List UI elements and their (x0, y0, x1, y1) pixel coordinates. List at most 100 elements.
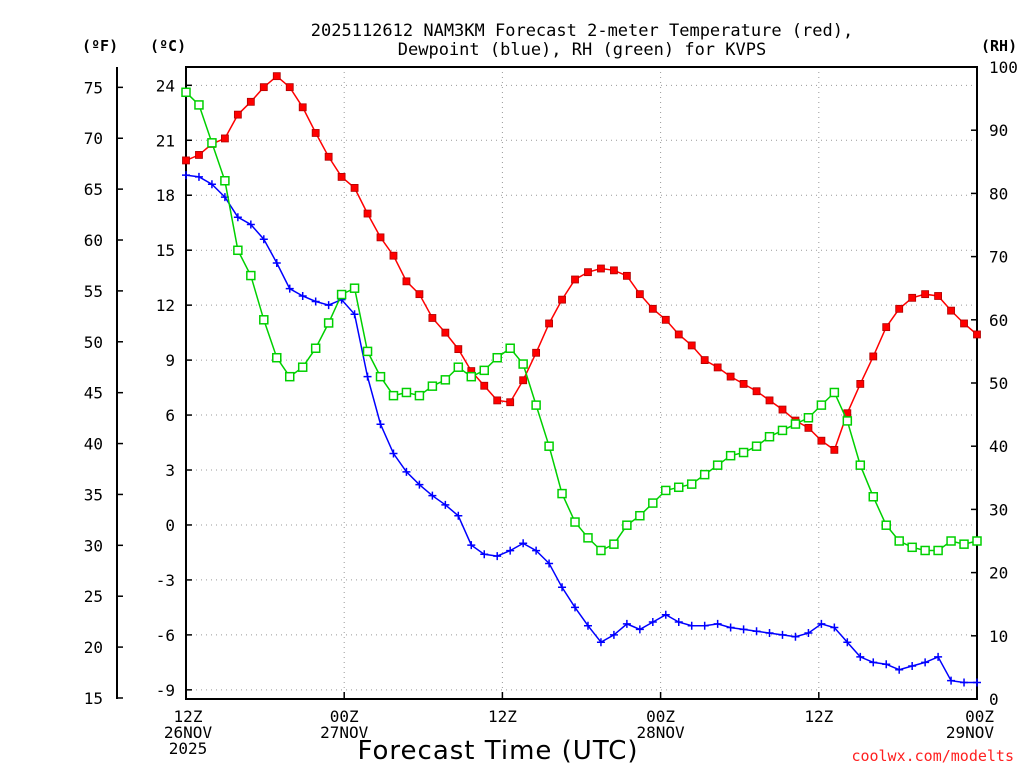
data-point (182, 171, 190, 180)
data-point (207, 180, 216, 189)
data-point (558, 295, 566, 304)
data-point (869, 658, 878, 667)
data-point (959, 539, 969, 549)
data-point (311, 129, 320, 137)
data-point (921, 290, 930, 299)
data-point (751, 441, 762, 451)
data-point (285, 83, 294, 92)
data-point (778, 405, 787, 414)
data-point (869, 352, 878, 361)
data-point (687, 341, 696, 350)
data-point (233, 213, 242, 222)
data-point (804, 423, 813, 432)
data-point (259, 83, 268, 92)
celsius-tick-label: 12 (156, 296, 175, 315)
data-point (803, 413, 814, 423)
data-point (855, 460, 866, 470)
data-point (933, 545, 943, 556)
fahrenheit-tick-label: 45 (84, 384, 103, 403)
data-point (674, 482, 684, 493)
data-point (233, 110, 242, 119)
x-tick-label: 00Z (646, 707, 675, 726)
data-point (388, 390, 399, 401)
data-point (895, 304, 904, 313)
fahrenheit-tick-label: 55 (84, 282, 103, 301)
data-point (635, 290, 644, 299)
fahrenheit-tick-label: 25 (84, 587, 103, 606)
data-point (324, 301, 333, 310)
data-point (830, 623, 839, 632)
rh-tick-label: 60 (989, 311, 1008, 330)
fahrenheit-tick-label: 50 (84, 333, 103, 352)
data-point (713, 619, 722, 628)
data-point (298, 103, 307, 112)
data-point (674, 330, 683, 339)
data-point (661, 485, 671, 496)
data-point (725, 450, 736, 461)
data-point (531, 400, 541, 410)
data-point (285, 284, 294, 293)
series-dewpoint (182, 171, 981, 687)
data-point (428, 314, 437, 322)
fahrenheit-tick-label: 60 (84, 231, 103, 250)
data-point (519, 539, 528, 548)
data-point (570, 517, 580, 527)
data-point (545, 319, 553, 328)
data-point (221, 134, 229, 143)
data-point (182, 156, 190, 165)
data-point (415, 290, 424, 299)
rh-tick-label: 70 (989, 248, 1008, 267)
rh-tick-label: 10 (989, 627, 1008, 646)
data-point (493, 552, 502, 561)
data-point (194, 172, 203, 181)
celsius-tick-label: 18 (156, 186, 175, 205)
x-axis-label: Forecast Time (UTC) (357, 736, 638, 766)
celsius-tick-label: 15 (156, 241, 175, 260)
data-point (817, 436, 826, 445)
data-point (454, 345, 463, 354)
data-point (284, 371, 295, 382)
data-point (467, 541, 476, 550)
data-point (349, 283, 360, 293)
celsius-tick-label: 9 (165, 351, 175, 370)
data-point (402, 277, 411, 286)
fahrenheit-tick-label: 65 (84, 180, 103, 199)
data-point (934, 292, 942, 300)
data-point (726, 372, 735, 381)
data-point (947, 676, 956, 685)
x-tick-label: 27NOV (320, 723, 369, 742)
rh-tick-label: 100 (989, 58, 1018, 77)
data-point (414, 390, 425, 401)
series-line (185, 91, 978, 552)
data-point (323, 318, 334, 328)
data-point (777, 425, 788, 436)
data-point (726, 623, 735, 632)
data-point (908, 662, 917, 671)
fahrenheit-axis-unit: (ºF) (82, 37, 118, 55)
data-point (363, 209, 372, 218)
data-point (506, 398, 515, 407)
data-point (350, 310, 359, 319)
data-point (532, 348, 541, 357)
data-point (791, 632, 800, 641)
series-rh (181, 87, 982, 556)
data-point (635, 625, 644, 634)
data-point (778, 630, 787, 639)
data-point (635, 510, 645, 521)
data-point (687, 621, 696, 630)
data-point (738, 447, 749, 458)
data-point (661, 315, 670, 324)
data-point (712, 460, 723, 470)
data-point (596, 638, 605, 647)
data-point (700, 356, 709, 365)
data-point (272, 352, 282, 363)
data-point (259, 315, 269, 325)
data-point (195, 151, 203, 159)
data-point (363, 372, 372, 381)
data-point (311, 297, 320, 306)
data-point (389, 251, 398, 260)
data-point (882, 323, 891, 332)
data-point (881, 520, 891, 530)
celsius-tick-label: 0 (165, 516, 175, 535)
chart-title-line1: 2025112612 NAM3KM Forecast 2-meter Tempe… (311, 21, 853, 41)
